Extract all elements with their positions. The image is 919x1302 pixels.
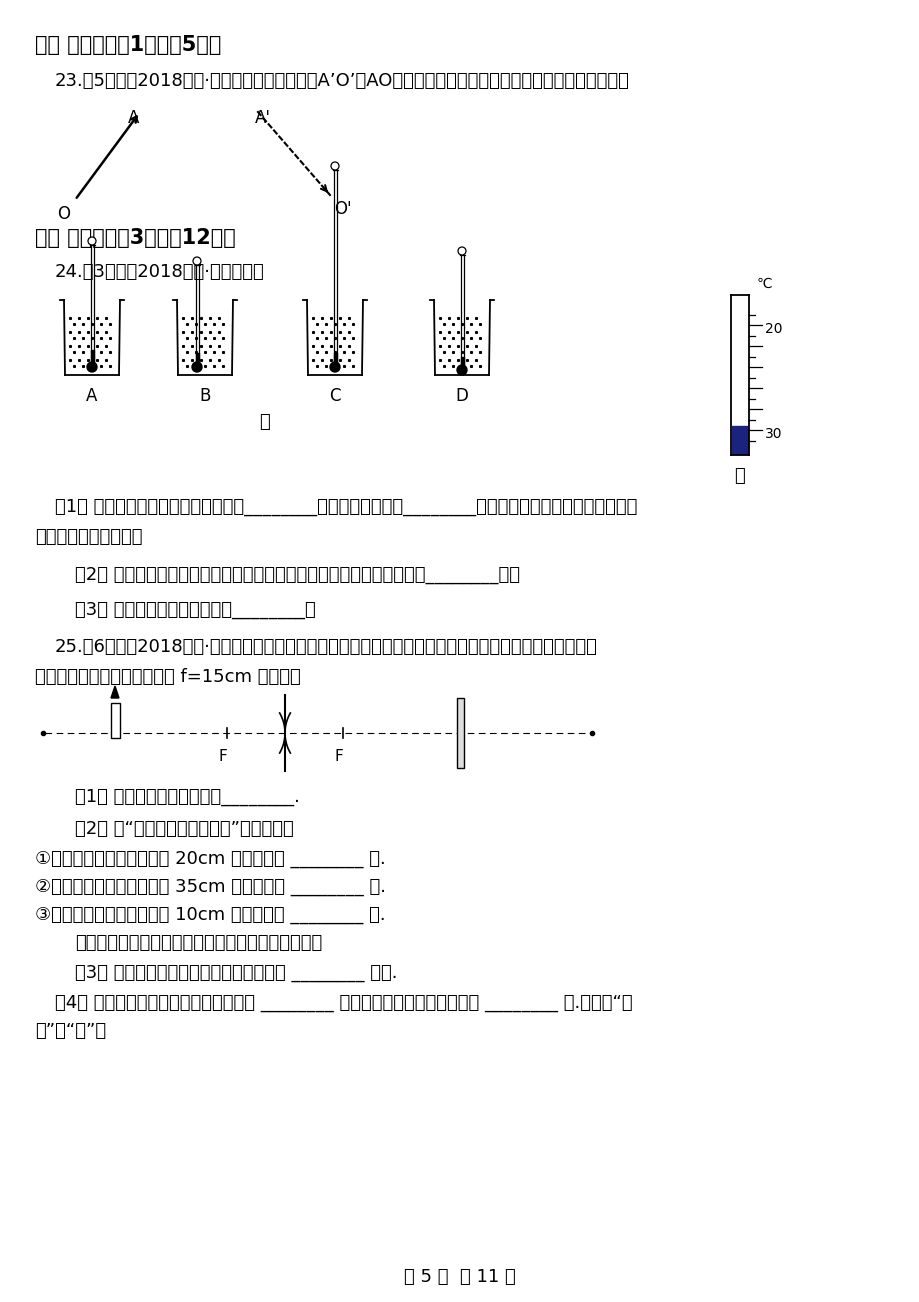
Bar — [111, 703, 119, 738]
Text: 23.（5分）（2018八上·池州期中）如图所示，A’O’是AO在平面镜中成的像，请你大致作出平面镜的位置。: 23.（5分）（2018八上·池州期中）如图所示，A’O’是AO在平面镜中成的像… — [55, 72, 630, 90]
Text: ③若将物体放在距离凸透镜 10cm 处时，会成 ________ 像.: ③若将物体放在距离凸透镜 10cm 处时，会成 ________ 像. — [35, 906, 385, 924]
Text: （1） 使用温度计时，首先要看清它的________，然后要看清它的________，这样才能正确测量所测的温度，: （1） 使用温度计时，首先要看清它的________，然后要看清它的______… — [55, 497, 637, 516]
Text: ①若将物体放在距离凸透镜 20cm 处时，会成 ________ 像.: ①若将物体放在距离凸透镜 20cm 处时，会成 ________ 像. — [35, 850, 385, 868]
Circle shape — [193, 256, 200, 266]
Circle shape — [331, 161, 338, 171]
Text: 甲: 甲 — [259, 413, 270, 431]
Text: 20: 20 — [765, 322, 782, 336]
Text: （1） 其中还需要调整的是：________.: （1） 其中还需要调整的是：________. — [75, 788, 300, 806]
Circle shape — [88, 237, 96, 245]
Text: 乙: 乙 — [734, 467, 744, 486]
Text: B: B — [199, 387, 210, 405]
Text: O': O' — [334, 201, 351, 217]
Text: A: A — [128, 109, 139, 128]
Circle shape — [458, 247, 466, 255]
Text: 三、 作图题（共1题；共5分）: 三、 作图题（共1题；共5分） — [35, 35, 221, 55]
Text: （2） 用温度计测量烧杯内液体的温度，如图甲所示几种做法中正确的是________图。: （2） 用温度计测量烧杯内液体的温度，如图甲所示几种做法中正确的是_______… — [75, 566, 519, 585]
Text: 30: 30 — [765, 427, 782, 441]
Text: A: A — [86, 387, 97, 405]
Text: 验装置（所用的凸透镜上标有 f=15cm 字样）：: 验装置（所用的凸透镜上标有 f=15cm 字样）： — [35, 668, 301, 686]
Text: （3） 如图乙中温度计的读数是________。: （3） 如图乙中温度计的读数是________。 — [75, 602, 315, 618]
Text: （要求指出像的放大或缩小，倒立或正立，虚或实）: （要求指出像的放大或缩小，倒立或正立，虚或实） — [75, 934, 322, 952]
Text: ②若将物体放在距离凸透镜 35cm 处时，会成 ________ 像.: ②若将物体放在距离凸透镜 35cm 处时，会成 ________ 像. — [35, 878, 386, 896]
Text: C: C — [329, 387, 340, 405]
Circle shape — [330, 362, 340, 372]
Text: （4） 人的眼睛要看烛焰的放大、正立的 ________ 像，人必须和烛焰在凸透镜的 ________ 侧.（选填“同: （4） 人的眼睛要看烛焰的放大、正立的 ________ 像，人必须和烛焰在凸透… — [55, 993, 632, 1012]
Text: A': A' — [255, 109, 271, 128]
Text: F: F — [335, 749, 343, 764]
Text: （2） 在“观察凸透镜所成的像”的实验中：: （2） 在“观察凸透镜所成的像”的实验中： — [75, 820, 293, 838]
Text: 第 5 页  共 11 页: 第 5 页 共 11 页 — [403, 1268, 516, 1286]
Text: （3） 调整后若想使像变大，则应将蜡烛向 ________ 移动.: （3） 调整后若想使像变大，则应将蜡烛向 ________ 移动. — [75, 963, 397, 982]
Polygon shape — [111, 686, 119, 698]
Bar — [457, 698, 463, 768]
Text: 并且不会损坏温度计。: 并且不会损坏温度计。 — [35, 529, 142, 546]
Text: 24.（3分）（2018八上·长春月考）: 24.（3分）（2018八上·长春月考） — [55, 263, 265, 281]
Circle shape — [457, 365, 467, 375]
Text: ℃: ℃ — [756, 277, 772, 292]
Text: O: O — [57, 204, 70, 223]
Text: F: F — [219, 749, 227, 764]
Text: 四、 实验题（共3题；圑12分）: 四、 实验题（共3题；圑12分） — [35, 228, 235, 247]
Circle shape — [192, 362, 202, 372]
Circle shape — [87, 362, 96, 372]
Text: 一”、“两”）: 一”、“两”） — [35, 1022, 106, 1040]
Text: 25.（6分）（2018八下·峨山期末）如图所示，是赵强同学用蜡烛、凸透镜和光屏研究凸透镜成像规律的实: 25.（6分）（2018八下·峨山期末）如图所示，是赵强同学用蜡烛、凸透镜和光屏… — [55, 638, 597, 656]
Text: D: D — [455, 387, 468, 405]
